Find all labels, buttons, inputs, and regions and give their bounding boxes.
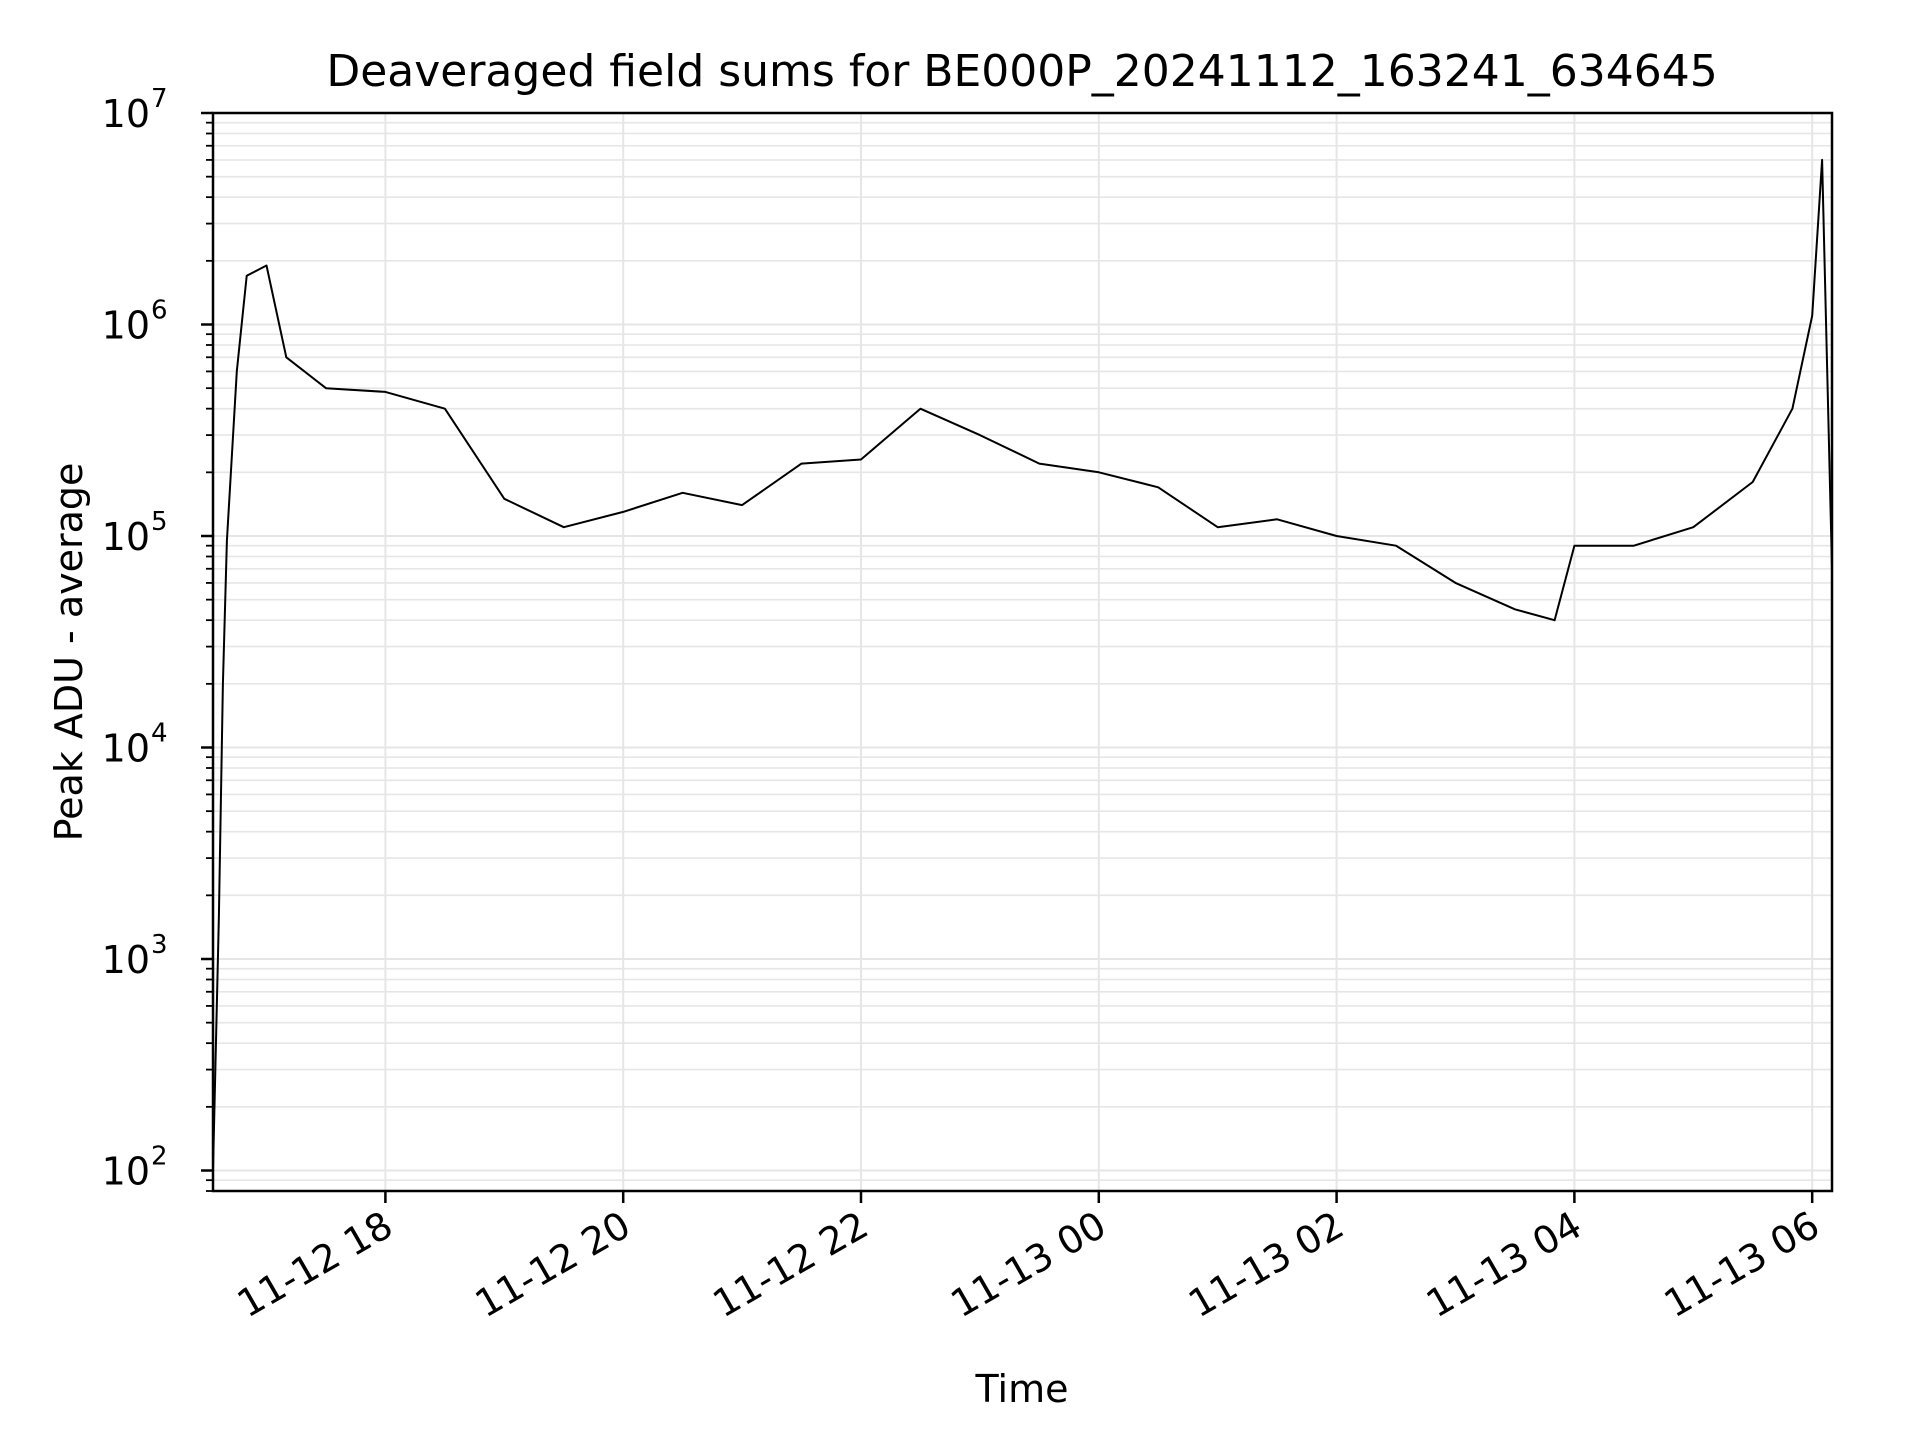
y-tick-label: 10 3 <box>102 930 168 982</box>
y-tick-label: 10 2 <box>102 1142 168 1194</box>
data-line-layer <box>212 158 1833 1171</box>
y-tick-label-exponent: 7 <box>151 84 168 114</box>
y-tick-label-exponent: 2 <box>151 1142 168 1172</box>
y-tick-label-base: 10 <box>102 515 150 559</box>
y-tick-label: 10 4 <box>102 719 168 771</box>
y-tick-label: 10 7 <box>102 84 168 136</box>
y-axis-label: Peak ADU - average <box>47 463 91 842</box>
plot-area-frame <box>211 111 1834 1193</box>
y-tick-label-base: 10 <box>102 727 150 771</box>
y-tick-label-base: 10 <box>102 304 150 348</box>
y-tick-label-base: 10 <box>102 92 150 136</box>
y-tick-label: 10 6 <box>102 296 168 348</box>
chart-title: Deaveraged field sums for BE000P_2024111… <box>326 46 1717 97</box>
y-tick-label-base: 10 <box>102 938 150 982</box>
x-axis-label: Time <box>975 1367 1069 1411</box>
y-tick-label-exponent: 6 <box>151 296 168 326</box>
data-series-line <box>212 158 1833 1171</box>
y-tick-label-exponent: 3 <box>151 930 168 960</box>
axis-ticks <box>201 111 1814 1203</box>
y-tick-label-exponent: 5 <box>151 507 168 537</box>
y-tick-label-exponent: 4 <box>151 719 168 749</box>
y-tick-label-base: 10 <box>102 1150 150 1194</box>
y-tick-label: 10 5 <box>102 507 168 559</box>
